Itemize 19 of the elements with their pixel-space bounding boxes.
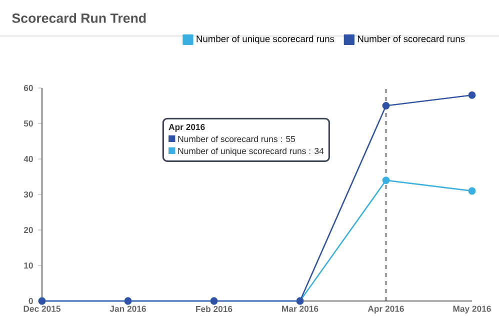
y-tick-label: 0 <box>28 298 33 304</box>
y-tick-label: 60 <box>24 84 33 92</box>
x-tick-label: Feb 2016 <box>196 306 232 312</box>
legend-label: Number of unique scorecard runs <box>196 35 334 44</box>
x-tick-label: Mar 2016 <box>282 306 318 312</box>
x-tick-label: Apr 2016 <box>368 306 404 314</box>
y-tick-label: 30 <box>24 191 33 198</box>
y-tick-label: 50 <box>24 120 33 127</box>
y-tick-label: 40 <box>24 156 33 162</box>
x-tick-label: May 2016 <box>453 306 491 314</box>
y-tick-label: 20 <box>24 226 33 234</box>
x-tick-label: Jan 2016 <box>110 306 146 312</box>
y-tick-label: 10 <box>24 262 33 269</box>
x-tick-label: Dec 2015 <box>24 306 61 312</box>
legend-label: Number of scorecard runs <box>358 35 465 42</box>
annotation: Apr 2016 <box>168 124 205 132</box>
annotation: Number of scorecard runs : 55 <box>178 136 296 142</box>
chart-title: Scorecard Run Trend <box>12 13 146 23</box>
annotation: Number of unique scorecard runs : 34 <box>178 148 324 156</box>
